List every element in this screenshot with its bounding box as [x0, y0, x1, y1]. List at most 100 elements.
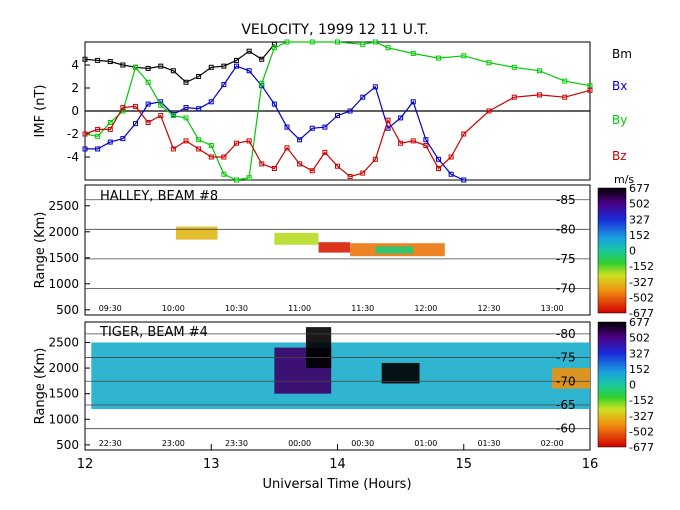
data-point-bz	[385, 117, 391, 123]
data-point-bm	[95, 57, 101, 63]
colorbar-tick-label: 502	[629, 198, 650, 211]
chart-title: VELOCITY, 1999 12 11 U.T.	[241, 22, 428, 38]
data-point-bz	[297, 161, 303, 167]
data-point-bz	[360, 170, 366, 176]
series-line-bx	[85, 65, 465, 181]
colorbar-tick-label: 0	[629, 245, 636, 258]
data-point-bz	[486, 108, 492, 114]
colorbar-tick-label: -152	[629, 394, 654, 407]
data-point-by	[511, 64, 517, 70]
halley-ytick-label: 1500	[48, 251, 79, 265]
tiger-time-label: 02:00	[541, 439, 564, 448]
data-point-bx	[221, 82, 227, 88]
data-point-by	[372, 39, 378, 45]
tiger-lat-label: -60	[556, 422, 576, 436]
data-point-by	[170, 113, 176, 119]
x-tick-label: 12	[77, 457, 94, 472]
data-point-bz	[587, 87, 593, 93]
legend-by: By	[612, 113, 627, 127]
legend-bm: Bm	[612, 47, 632, 61]
data-point-bx	[423, 137, 429, 143]
data-point-by	[196, 137, 202, 143]
data-point-bx	[284, 124, 290, 130]
data-point-bz	[259, 161, 265, 167]
data-point-bx	[410, 99, 416, 105]
data-point-bm	[196, 74, 202, 79]
data-point-by	[284, 39, 290, 45]
x-axis-label: Universal Time (Hours)	[262, 477, 411, 492]
halley-plot-layer: 2500 2000 1500 1000 500 -85 -80 -75 -70 09:30 10:0…	[48, 193, 590, 317]
data-point-bz	[284, 145, 290, 151]
legend-bz: Bz	[612, 149, 627, 163]
halley-lat-label: -70	[556, 281, 576, 295]
colorbar-tick-label: 152	[629, 229, 650, 242]
colorbar-tick-label: -677	[629, 307, 654, 320]
data-point-bm	[246, 48, 252, 54]
data-point-bx	[196, 106, 202, 112]
data-point-by	[221, 171, 227, 177]
halley-ytick-label: 1000	[48, 277, 79, 291]
data-point-bx	[347, 108, 353, 114]
colorbar-tick-label: 677	[629, 316, 650, 329]
colorbar-tick-label: -502	[629, 425, 654, 438]
halley-time-label: 10:00	[162, 304, 185, 313]
imf-ylabel: IMF (nT)	[33, 85, 48, 138]
data-point-bx	[398, 115, 404, 121]
imf-ytick-label: -4	[67, 150, 79, 164]
data-point-bz	[158, 113, 164, 119]
data-point-by	[486, 60, 492, 66]
imf-ytick-label: 2	[71, 81, 79, 95]
data-point-bx	[246, 68, 252, 74]
data-point-by	[259, 80, 265, 86]
data-point-bx	[461, 177, 467, 183]
data-point-by	[587, 83, 593, 89]
data-point-bz	[511, 94, 517, 100]
colorbar-tick-label: 152	[629, 363, 650, 376]
tiger-colorbar	[597, 321, 627, 448]
colorbar-tick-label: 327	[629, 213, 650, 226]
data-point-bz	[271, 166, 277, 171]
data-point-by	[461, 53, 467, 59]
data-point-bx	[309, 125, 315, 131]
colorbar-tick-label: 0	[629, 379, 636, 392]
tiger-time-label: 01:00	[414, 439, 437, 448]
data-point-bx	[297, 137, 303, 143]
colorbar-tick-label: -327	[629, 410, 654, 423]
halley-panel-frame	[84, 184, 591, 316]
data-point-bz	[537, 92, 542, 98]
data-point-bm	[107, 59, 113, 65]
data-point-bx	[133, 121, 138, 127]
colorbar-tick-label: 502	[629, 332, 650, 345]
imf-ytick-label: 0	[71, 104, 79, 118]
data-point-bz	[335, 163, 340, 169]
halley-echo-block	[318, 242, 351, 253]
data-point-by	[385, 45, 391, 51]
data-point-bz	[347, 174, 353, 180]
tiger-ytick-label: 2500	[48, 335, 79, 349]
tiger-time-label: 23:00	[162, 439, 185, 448]
data-point-bx	[234, 63, 239, 69]
data-point-by	[562, 78, 568, 84]
data-point-bm	[120, 62, 126, 68]
data-point-bm	[170, 68, 176, 74]
data-point-by	[360, 41, 366, 47]
tiger-echo-block	[552, 368, 590, 389]
halley-ytick-label: 2500	[48, 199, 79, 213]
data-point-bx	[322, 124, 328, 130]
tiger-time-label: 23:30	[225, 439, 248, 448]
halley-echo-block	[375, 246, 414, 254]
data-point-bz	[410, 138, 416, 144]
data-point-bm	[259, 56, 265, 62]
halley-lat-label: -75	[556, 252, 576, 266]
data-point-bx	[271, 101, 277, 107]
data-point-by	[133, 64, 138, 70]
halley-time-label: 11:00	[288, 304, 311, 313]
colorbar-tick-label: -327	[629, 276, 654, 289]
data-point-bm	[183, 79, 189, 85]
data-point-bm	[158, 63, 164, 69]
data-point-bx	[448, 171, 454, 177]
data-point-by	[537, 68, 542, 74]
x-axis-layer: 12 13 14 15 16	[77, 444, 598, 472]
data-point-bx	[372, 84, 378, 90]
